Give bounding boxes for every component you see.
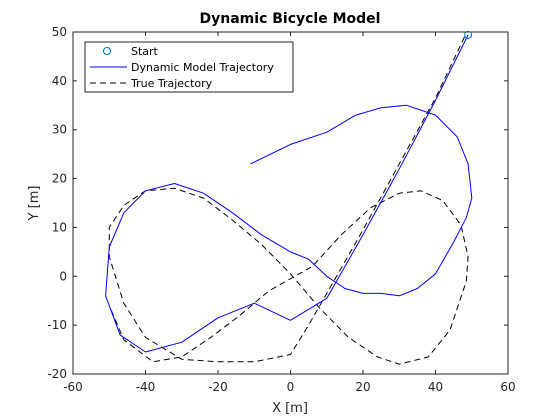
series-layer: [105, 30, 473, 365]
y-tick-label: 30: [52, 123, 67, 137]
legend-label: Start: [131, 45, 159, 58]
x-tick-label: -20: [208, 380, 228, 394]
x-axis-label: X [m]: [272, 401, 308, 416]
x-tick-label: -40: [136, 380, 156, 394]
y-tick-label: 0: [59, 269, 67, 283]
y-axis-label: Y [m]: [27, 186, 42, 222]
true-trajectory-line: [108, 36, 469, 365]
legend-label: Dynamic Model Trajectory: [131, 61, 274, 74]
dynamic-model-trajectory-line: [105, 34, 473, 353]
x-tick-label: 0: [287, 380, 295, 394]
x-tick-label: 20: [355, 380, 370, 394]
y-tick-label: 50: [52, 25, 67, 39]
y-tick-label: -20: [47, 367, 67, 381]
x-tick-label: 40: [428, 380, 443, 394]
legend-sample-0: [103, 47, 111, 55]
y-tick-label: 40: [52, 74, 67, 88]
x-tick-label: -60: [63, 380, 83, 394]
x-tick-label: 60: [500, 380, 515, 394]
legend: Start Dynamic Model Trajectory True Trajec…: [84, 41, 294, 93]
y-axis: -20 -10 0 10 20 30 40 50: [47, 25, 508, 381]
chart-title: Dynamic Bicycle Model: [200, 11, 381, 27]
y-tick-label: 20: [52, 172, 67, 186]
start-marker: [464, 30, 473, 39]
x-axis: -60 -40 -20 0 20 40 60: [63, 32, 516, 394]
y-tick-label: 10: [52, 220, 67, 234]
y-tick-label: -10: [47, 318, 67, 332]
legend-label: True Trajectory: [130, 77, 213, 90]
